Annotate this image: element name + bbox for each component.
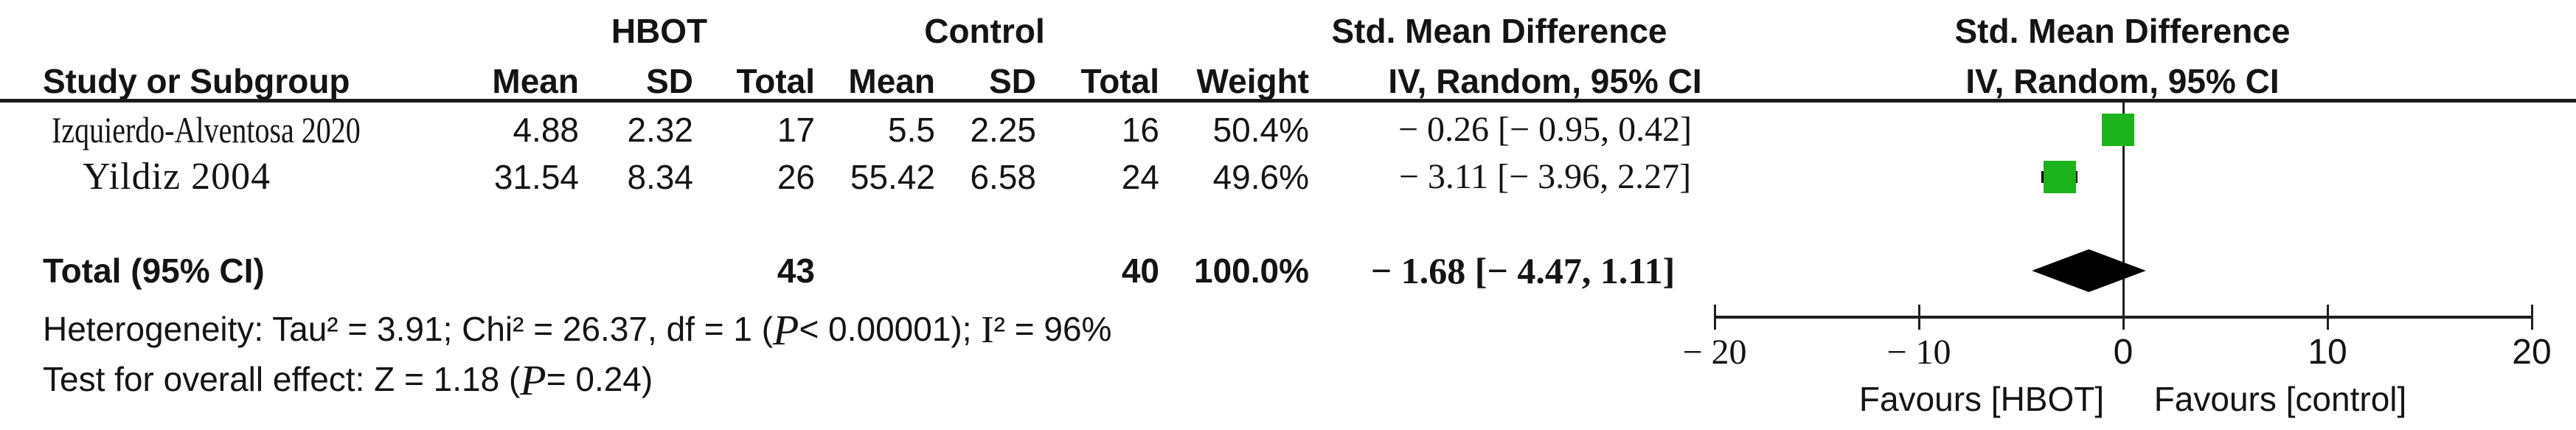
study-1-hbot-mean: 4.88 — [513, 111, 579, 149]
hbot-group-header: HBOT — [611, 12, 708, 50]
axis-tick-label: − 10 — [1886, 333, 1951, 372]
text-segment: P — [773, 306, 799, 354]
axis-tick-label: − 20 — [1682, 333, 1747, 372]
axis-tick-label: 20 — [2512, 333, 2552, 372]
column-header-study: Study or Subgroup — [43, 62, 350, 100]
column-header-weight: Weight — [1196, 62, 1309, 100]
axis-tick — [2122, 305, 2125, 330]
study-marker-square — [2043, 161, 2076, 193]
header-rule — [0, 99, 2576, 103]
axis-tick — [2326, 305, 2329, 330]
study-1-hbot-sd: 2.32 — [627, 111, 693, 149]
study-2-hbot-mean: 31.54 — [493, 158, 579, 196]
favours-left-label: Favours [HBOT] — [1858, 380, 2105, 418]
total-control-total: 40 — [1121, 252, 1159, 290]
favours-right-label: Favours [control] — [2153, 380, 2407, 418]
axis-tick-label: 10 — [2308, 333, 2347, 372]
zero-line — [2122, 103, 2125, 317]
column-header-control-sd: SD — [989, 62, 1036, 100]
study-1-weight: 50.4% — [1212, 111, 1309, 149]
study-2-control-sd: 6.58 — [970, 158, 1036, 196]
study-2-hbot-total: 26 — [777, 158, 815, 196]
overall-effect-note: Test for overall effect: Z = 1.18 (P= 0.… — [43, 357, 653, 402]
heterogeneity-note: Heterogeneity: Tau² = 3.91; Chi² = 26.37… — [43, 307, 1111, 352]
total-hbot-total: 43 — [777, 252, 815, 290]
axis-tick-label: 0 — [2113, 333, 2134, 372]
text-segment: I — [981, 309, 994, 351]
text-segment: < 0.00001); — [799, 310, 982, 348]
text-segment: = 0.24) — [546, 360, 653, 398]
study-1-control-mean: 5.5 — [888, 111, 935, 149]
study-1-control-total: 16 — [1121, 111, 1159, 149]
column-header-control-total: Total — [1080, 62, 1159, 100]
study-2-name: Yildiz 2004 — [83, 156, 271, 198]
smd-header-right: Std. Mean Difference — [1954, 12, 2291, 50]
axis-tick — [1917, 305, 1920, 330]
text-segment: Heterogeneity: Tau² = 3.91; Chi² = 26.37… — [43, 310, 774, 348]
study-2-weight: 49.6% — [1212, 158, 1309, 196]
study-2-ci-text: − 3.11 [− 3.96, 2.27] — [1398, 157, 1692, 196]
text-segment: ² = 96% — [993, 310, 1112, 348]
study-marker-square — [2101, 114, 2134, 146]
study-1-hbot-total: 17 — [777, 111, 815, 149]
study-2-hbot-sd: 8.34 — [627, 158, 693, 196]
smd-header-left: Std. Mean Difference — [1331, 12, 1667, 50]
summary-diamond — [2032, 249, 2146, 292]
total-weight: 100.0% — [1193, 252, 1309, 290]
study-1-name: Izquierdo-Alventosa 2020 — [52, 109, 437, 150]
text-segment: P — [520, 356, 546, 404]
study-2-control-mean: 55.42 — [850, 158, 935, 196]
column-header-hbot-mean: Mean — [492, 62, 579, 100]
control-group-header: Control — [924, 12, 1045, 50]
axis-tick — [1713, 305, 1716, 330]
study-1-name-text: Izquierdo-Alventosa 2020 — [52, 109, 361, 150]
total-ci-text: − 1.68 [− 4.47, 1.11] — [1370, 250, 1676, 291]
column-header-hbot-total: Total — [736, 62, 815, 100]
ci-whisker-cap — [2041, 171, 2044, 183]
column-header-control-mean: Mean — [848, 62, 935, 100]
total-label: Total (95% CI) — [43, 252, 265, 290]
study-2-control-total: 24 — [1121, 158, 1159, 196]
column-header-ci-right: IV, Random, 95% CI — [1965, 62, 2280, 100]
ci-whisker-cap — [2075, 171, 2078, 183]
study-1-control-sd: 2.25 — [970, 111, 1036, 149]
study-1-ci-text: − 0.26 [− 0.95, 0.42] — [1398, 110, 1693, 149]
column-header-hbot-sd: SD — [646, 62, 693, 100]
text-segment: Test for overall effect: Z = 1.18 ( — [43, 360, 521, 398]
column-header-ci-left: IV, Random, 95% CI — [1388, 62, 1702, 100]
axis-tick — [2530, 305, 2533, 330]
